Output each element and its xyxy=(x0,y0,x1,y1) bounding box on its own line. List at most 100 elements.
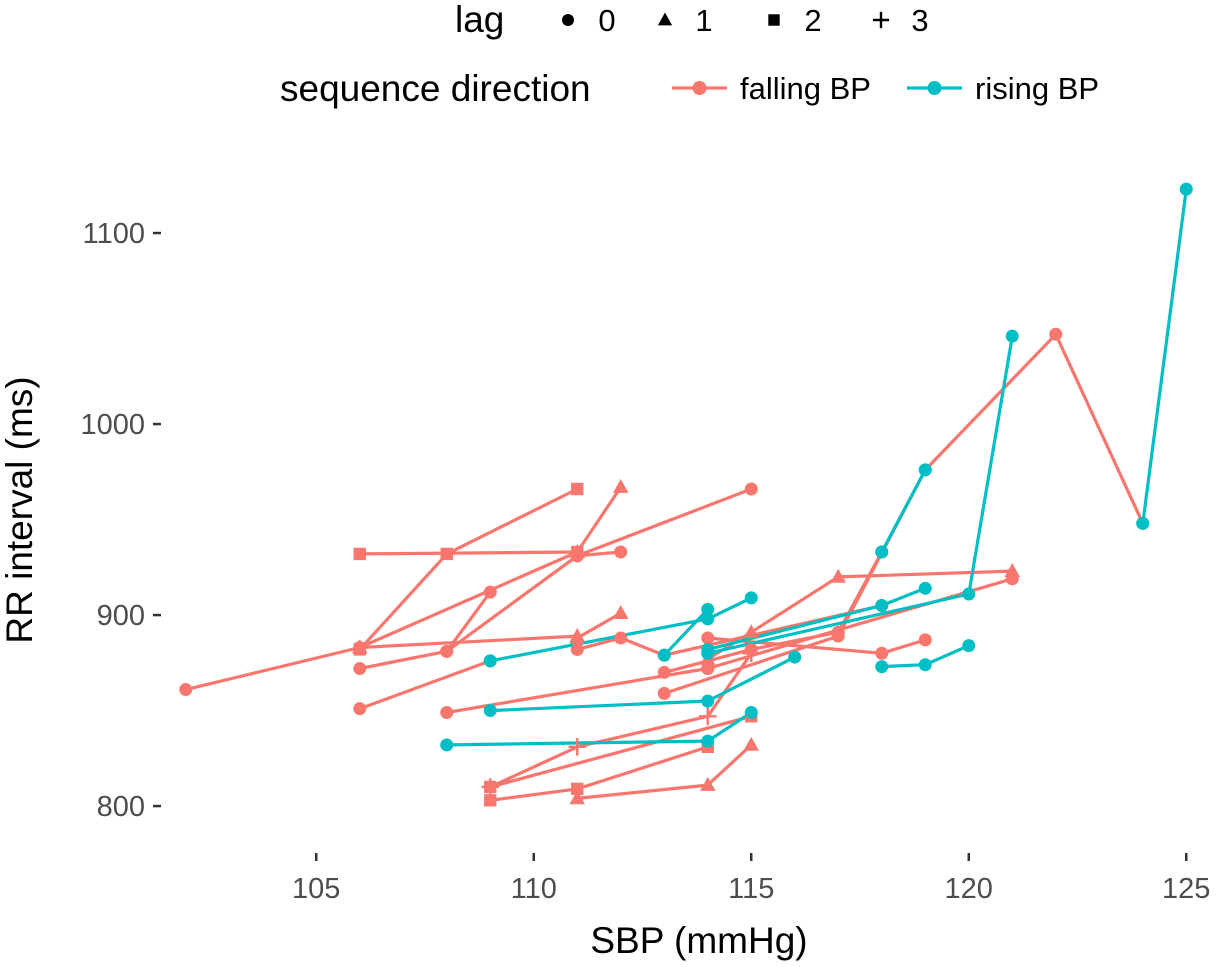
data-point xyxy=(440,547,453,561)
data-point xyxy=(788,650,802,664)
data-point xyxy=(353,702,367,716)
x-tick-label: 125 xyxy=(1162,873,1210,905)
data-point xyxy=(440,705,454,719)
series-line xyxy=(358,487,579,652)
data-point xyxy=(875,646,889,660)
y-axis-title: RR interval (ms) xyxy=(0,376,40,643)
legend-lag-key-plus xyxy=(872,11,890,29)
x-axis-title: SBP (mmHg) xyxy=(590,920,807,961)
legend-lag: lag 0 1 2 3 xyxy=(455,0,929,40)
data-point xyxy=(483,704,497,718)
legend-lag-title: lag xyxy=(455,0,504,40)
series-line xyxy=(880,468,927,554)
data-point xyxy=(440,644,454,658)
legend-lag-label: 0 xyxy=(598,3,615,38)
series-line xyxy=(575,743,753,801)
data-point xyxy=(657,686,671,700)
series-line xyxy=(1141,187,1188,526)
data-point xyxy=(569,790,585,805)
y-tick-label: 1100 xyxy=(83,218,145,250)
series-line xyxy=(358,590,492,671)
legend-direction-key-point xyxy=(692,81,707,95)
data-point xyxy=(744,705,758,719)
x-tick-label: 105 xyxy=(292,873,340,905)
data-point xyxy=(701,694,715,708)
data-point xyxy=(875,545,889,559)
data-point xyxy=(570,642,584,656)
data-point xyxy=(614,631,628,645)
data-point xyxy=(657,648,671,662)
series-line xyxy=(358,485,623,650)
data-point xyxy=(613,478,629,493)
data-point xyxy=(962,639,976,653)
series-line xyxy=(445,550,623,653)
data-point xyxy=(701,662,715,676)
legend-lag-label: 3 xyxy=(911,3,928,38)
data-point xyxy=(571,782,584,796)
x-tick-label: 115 xyxy=(728,873,774,905)
series-line xyxy=(706,569,1014,661)
data-point xyxy=(830,568,846,583)
y-tick-label: 900 xyxy=(97,600,145,632)
data-point xyxy=(613,605,629,619)
x-axis: 105 110 115 120 125 xyxy=(292,853,1210,905)
data-point xyxy=(179,683,193,697)
y-axis: 800 900 1000 1100 xyxy=(80,218,161,823)
data-point xyxy=(962,587,976,601)
data-point xyxy=(875,599,889,613)
data-point xyxy=(875,660,889,674)
legend-lag-key-circle xyxy=(562,14,574,26)
legend-sequence-direction: sequence direction falling BP rising BP xyxy=(280,68,1099,109)
data-point xyxy=(918,633,932,647)
data-point xyxy=(353,662,367,676)
data-point xyxy=(743,624,759,639)
y-tick-label: 1000 xyxy=(80,409,145,441)
x-tick-label: 120 xyxy=(945,873,993,905)
legend-lag-label: 1 xyxy=(695,3,712,38)
legend-lag-label: 2 xyxy=(804,3,821,38)
y-tick-label: 800 xyxy=(97,791,145,823)
data-point xyxy=(657,665,671,679)
data-point xyxy=(1005,329,1019,343)
data-point xyxy=(701,734,715,748)
data-point xyxy=(569,629,585,644)
data-point xyxy=(1049,327,1063,341)
data-point xyxy=(571,545,584,559)
series-line xyxy=(488,651,753,789)
series-line xyxy=(358,550,579,556)
legend-direction-key-point xyxy=(927,81,942,95)
data-point xyxy=(481,778,500,796)
plot-points xyxy=(179,182,1193,807)
data-point xyxy=(918,581,932,595)
data-point xyxy=(698,707,717,726)
data-point xyxy=(1136,516,1150,530)
data-point xyxy=(483,585,497,599)
data-point xyxy=(614,545,628,559)
data-point xyxy=(743,736,759,751)
data-point xyxy=(701,646,715,660)
legend-lag-key-triangle xyxy=(657,12,673,26)
plot-lines xyxy=(184,187,1188,802)
data-point xyxy=(353,643,366,656)
data-point xyxy=(831,629,845,643)
data-point xyxy=(742,644,761,663)
x-tick-label: 110 xyxy=(511,873,557,905)
data-point xyxy=(483,654,497,668)
series-line xyxy=(575,611,623,640)
series-line xyxy=(575,603,884,657)
data-point xyxy=(701,631,715,645)
data-point xyxy=(744,591,758,605)
data-point xyxy=(701,602,715,616)
legend-direction-title: sequence direction xyxy=(280,68,591,109)
data-point xyxy=(700,776,716,791)
series-line xyxy=(488,714,753,789)
data-point xyxy=(440,738,454,752)
data-point xyxy=(1004,562,1020,577)
data-point xyxy=(918,463,932,477)
data-point xyxy=(918,658,932,672)
legend-direction-label: falling BP xyxy=(740,71,871,106)
legend-direction-label: rising BP xyxy=(975,71,1099,106)
series-line xyxy=(358,659,492,711)
